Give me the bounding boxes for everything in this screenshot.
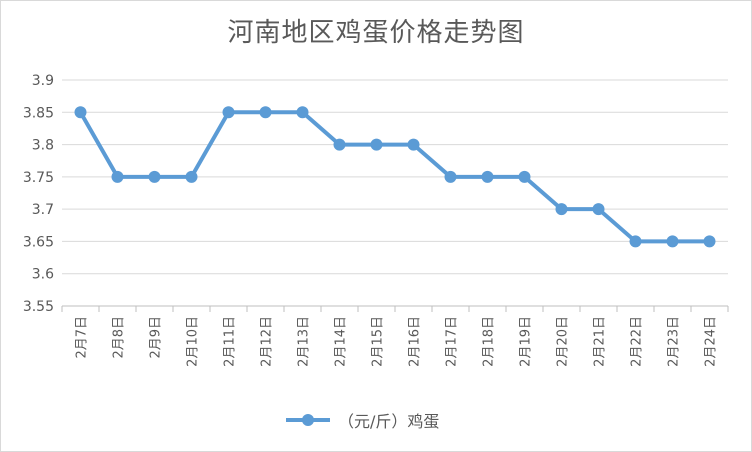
y-tick-label: 3.6 <box>32 267 54 283</box>
x-tick-label: 2月19日 <box>519 316 534 367</box>
data-point <box>703 235 716 248</box>
x-axis-ticks: 2月7日 2月8日 2月9日 2月10日 2月11日 2月12日 2月13日 2月14日 2月1… <box>61 306 729 367</box>
chart-title: 河南地区鸡蛋价格走势图 <box>227 18 525 48</box>
data-point <box>222 106 235 119</box>
y-tick-label: 3.9 <box>32 73 54 89</box>
y-tick-label: 3.55 <box>23 299 54 315</box>
x-tick-label: 2月22日 <box>630 316 645 367</box>
series-layer <box>74 106 716 248</box>
y-axis-ticks: 3.9 3.85 3.8 3.75 3.7 3.65 3.6 3.55 <box>23 73 54 315</box>
data-point <box>592 203 605 216</box>
x-tick-label: 2月8日 <box>112 316 127 359</box>
y-tick-label: 3.8 <box>32 138 54 154</box>
x-tick-label: 2月23日 <box>667 316 682 367</box>
data-point <box>259 106 272 119</box>
data-point <box>666 235 679 248</box>
data-point <box>370 138 383 151</box>
x-tick-label: 2月11日 <box>223 316 238 367</box>
x-tick-label: 2月15日 <box>371 316 386 367</box>
y-tick-label: 3.85 <box>23 105 54 121</box>
data-point <box>629 235 642 248</box>
gridlines <box>62 79 728 307</box>
series-line <box>78 110 710 244</box>
x-tick-label: 2月24日 <box>704 316 719 367</box>
y-tick-label: 3.7 <box>32 202 54 218</box>
legend-marker-icon <box>286 408 330 432</box>
data-point <box>296 106 309 119</box>
legend-label: （元/斤）鸡蛋 <box>338 412 440 431</box>
data-point <box>444 170 457 183</box>
data-point <box>185 170 198 183</box>
x-tick-label: 2月18日 <box>482 316 497 367</box>
x-tick-label: 2月13日 <box>297 316 312 367</box>
x-tick-label: 2月20日 <box>556 316 571 367</box>
y-tick-label: 3.65 <box>23 234 54 250</box>
data-point <box>481 170 494 183</box>
data-point <box>555 203 568 216</box>
data-point <box>518 170 531 183</box>
x-tick-label: 2月9日 <box>149 316 164 359</box>
x-tick-label: 2月7日 <box>75 316 90 359</box>
data-point <box>148 170 161 183</box>
x-tick-label: 2月21日 <box>593 316 608 367</box>
x-tick-label: 2月14日 <box>334 316 349 367</box>
data-point <box>111 170 124 183</box>
legend: （元/斤）鸡蛋 <box>286 408 439 432</box>
x-tick-label: 2月10日 <box>186 316 201 367</box>
data-point <box>407 138 420 151</box>
data-point <box>333 138 346 151</box>
x-tick-label: 2月16日 <box>408 316 423 367</box>
y-tick-label: 3.75 <box>23 170 54 186</box>
x-tick-label: 2月12日 <box>260 316 275 367</box>
data-point <box>74 106 87 119</box>
x-tick-label: 2月17日 <box>445 316 460 367</box>
